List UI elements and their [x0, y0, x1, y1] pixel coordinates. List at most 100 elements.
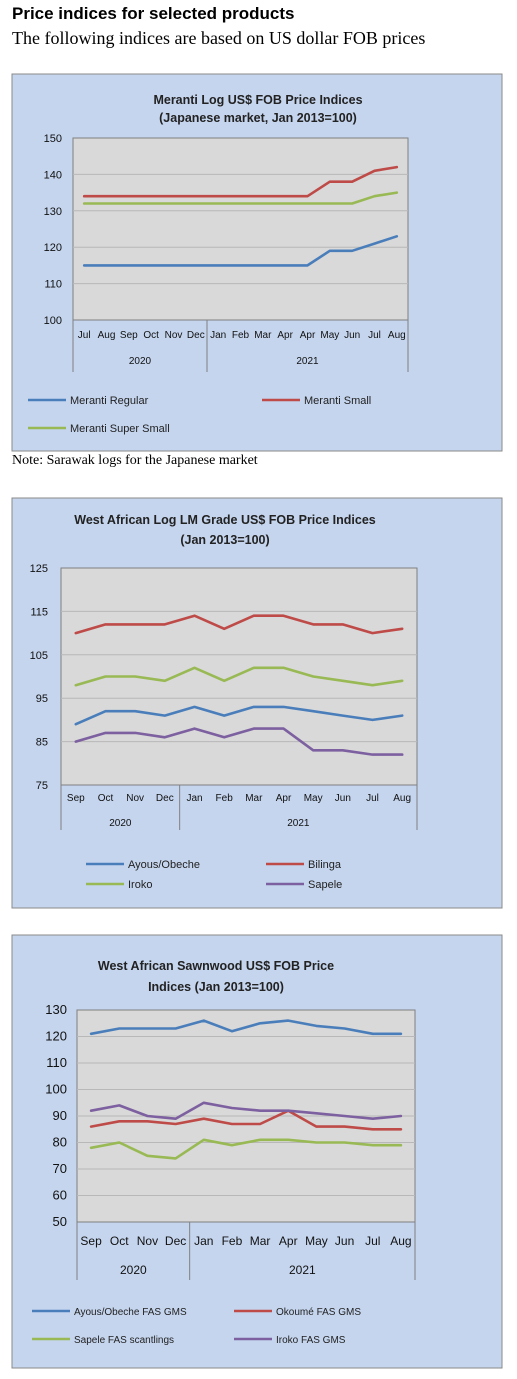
legend-label: Meranti Super Small — [70, 423, 170, 435]
series-line-ayous-obeche — [74, 705, 404, 726]
x-tick-label: Jul — [78, 330, 91, 341]
y-tick-label: 110 — [46, 1055, 67, 1070]
x-group-label: 2020 — [109, 818, 132, 829]
legend-label: Meranti Regular — [70, 395, 149, 407]
x-tick-label: Apr — [276, 793, 292, 804]
x-tick-label: Nov — [126, 793, 144, 804]
page-subheading: The following indices are based on US do… — [12, 28, 426, 48]
x-tick-label: May — [305, 1234, 328, 1248]
y-tick-label: 130 — [44, 206, 62, 218]
series-line-okoum-fas-gms — [89, 1109, 403, 1131]
y-tick-label: 90 — [53, 1108, 67, 1123]
west-african-log-chart: West African Log LM Grade US$ FOB Price … — [11, 497, 503, 909]
series-line-ayous-obeche-fas-gms — [89, 1019, 403, 1036]
x-group-label: 2020 — [120, 1263, 147, 1277]
series-line-iroko — [74, 666, 404, 687]
legend-label: Bilinga — [308, 859, 342, 871]
y-tick-label: 105 — [30, 650, 48, 662]
x-tick-label: Jun — [335, 793, 351, 804]
chart-title: Meranti Log US$ FOB Price Indices — [153, 93, 362, 107]
x-tick-label: Nov — [165, 330, 183, 341]
y-tick-label: 80 — [53, 1135, 67, 1150]
y-tick-label: 75 — [36, 780, 48, 792]
x-tick-label: May — [304, 793, 323, 804]
legend-label: Iroko — [128, 879, 152, 891]
y-tick-label: 60 — [53, 1188, 67, 1203]
x-tick-label: Jan — [186, 793, 202, 804]
x-tick-label: Jan — [194, 1234, 213, 1248]
y-tick-label: 50 — [53, 1214, 67, 1229]
x-tick-label: Apr — [277, 330, 293, 341]
page-heading: Price indices for selected products — [12, 4, 295, 23]
legend-label: Iroko FAS GMS — [276, 1335, 346, 1346]
x-tick-label: Jun — [344, 330, 360, 341]
x-tick-label: Feb — [232, 330, 250, 341]
x-group-label: 2020 — [129, 356, 152, 367]
y-tick-label: 100 — [45, 1082, 67, 1097]
x-tick-label: Oct — [110, 1234, 129, 1248]
chart-title: West African Sawnwood US$ FOB Price — [98, 959, 334, 973]
x-tick-label: Feb — [216, 793, 234, 804]
y-tick-label: 85 — [36, 737, 48, 749]
x-tick-label: Jul — [368, 330, 381, 341]
legend-label: Sapele — [308, 879, 342, 891]
chart-subtitle: Indices (Jan 2013=100) — [148, 980, 284, 994]
chart-subtitle: (Jan 2013=100) — [180, 533, 269, 547]
x-tick-label: Nov — [137, 1234, 158, 1248]
x-tick-label: Jan — [210, 330, 226, 341]
x-tick-label: Aug — [393, 793, 411, 804]
chart-subtitle: (Japanese market, Jan 2013=100) — [159, 111, 357, 125]
x-tick-label: May — [320, 330, 339, 341]
plot-area — [72, 137, 409, 321]
x-tick-label: Aug — [390, 1234, 411, 1248]
x-tick-label: Apr — [300, 330, 316, 341]
y-tick-label: 130 — [45, 1002, 67, 1017]
chart-note: Note: Sarawak logs for the Japanese mark… — [12, 453, 258, 468]
legend-label: Sapele FAS scantlings — [74, 1335, 174, 1346]
legend-label: Meranti Small — [304, 395, 371, 407]
series-line-bilinga — [74, 614, 404, 635]
x-tick-label: Mar — [254, 330, 272, 341]
series-line-sapele — [74, 727, 404, 756]
x-tick-label: Sep — [80, 1234, 102, 1248]
y-tick-label: 95 — [36, 693, 48, 705]
series-line-meranti-super-small — [82, 191, 399, 205]
x-tick-label: Aug — [98, 330, 116, 341]
y-tick-label: 120 — [44, 242, 62, 254]
x-tick-label: Dec — [165, 1234, 186, 1248]
chart-title: West African Log LM Grade US$ FOB Price … — [74, 513, 376, 527]
series-line-meranti-regular — [82, 235, 399, 267]
y-tick-label: 125 — [30, 563, 48, 575]
series-line-iroko-fas-gms — [89, 1101, 403, 1120]
x-tick-label: Jul — [365, 1234, 380, 1248]
x-tick-label: Dec — [156, 793, 174, 804]
x-tick-label: Oct — [98, 793, 114, 804]
x-tick-label: Mar — [250, 1234, 271, 1248]
x-tick-label: Sep — [67, 793, 85, 804]
x-group-label: 2021 — [296, 356, 319, 367]
y-tick-label: 140 — [44, 169, 62, 181]
y-tick-label: 70 — [53, 1161, 67, 1176]
x-tick-label: Oct — [143, 330, 159, 341]
x-tick-label: Mar — [245, 793, 263, 804]
y-tick-label: 150 — [44, 133, 62, 145]
x-group-label: 2021 — [289, 1263, 316, 1277]
x-tick-label: Sep — [120, 330, 138, 341]
y-tick-label: 100 — [44, 315, 62, 327]
legend-label: Okoumé FAS GMS — [276, 1307, 361, 1318]
x-tick-label: Aug — [388, 330, 406, 341]
legend-label: Ayous/Obeche — [128, 859, 200, 871]
x-tick-label: Apr — [279, 1234, 298, 1248]
x-tick-label: Jun — [335, 1234, 354, 1248]
y-tick-label: 110 — [44, 279, 62, 291]
x-group-label: 2021 — [287, 818, 310, 829]
series-line-sapele-fas-scantlings — [89, 1138, 403, 1160]
y-tick-label: 120 — [45, 1029, 67, 1044]
x-tick-label: Feb — [222, 1234, 243, 1248]
legend-label: Ayous/Obeche FAS GMS — [74, 1307, 187, 1318]
meranti-log-chart: Meranti Log US$ FOB Price Indices (Japane… — [11, 73, 503, 452]
y-tick-label: 115 — [30, 606, 48, 618]
x-tick-label: Jul — [366, 793, 379, 804]
x-tick-label: Dec — [187, 330, 205, 341]
